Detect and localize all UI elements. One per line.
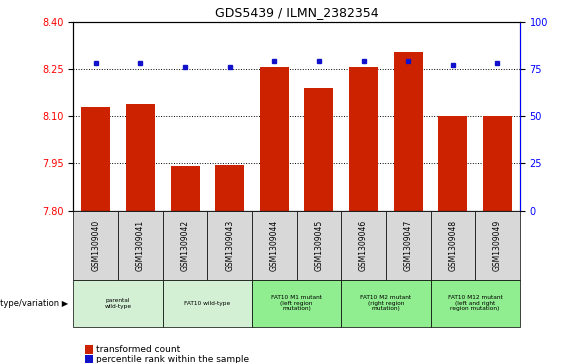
Text: GSM1309048: GSM1309048 (449, 220, 457, 270)
Text: percentile rank within the sample: percentile rank within the sample (96, 355, 249, 363)
Text: FAT10 wild-type: FAT10 wild-type (184, 301, 231, 306)
Bar (171, 167, 199, 211)
Bar (81, 107, 110, 211)
Text: genotype/variation ▶: genotype/variation ▶ (0, 299, 68, 307)
Bar (438, 116, 467, 211)
Text: FAT10 M2 mutant
(right region
mutation): FAT10 M2 mutant (right region mutation) (360, 295, 411, 311)
Text: FAT10 M1 mutant
(left region
mutation): FAT10 M1 mutant (left region mutation) (271, 295, 322, 311)
Text: GSM1309040: GSM1309040 (92, 219, 100, 271)
Bar (305, 88, 333, 211)
Text: GSM1309041: GSM1309041 (136, 220, 145, 270)
Bar (260, 68, 289, 211)
Text: GSM1309045: GSM1309045 (315, 219, 323, 271)
Bar (394, 52, 423, 211)
Bar (215, 165, 244, 211)
Title: GDS5439 / ILMN_2382354: GDS5439 / ILMN_2382354 (215, 6, 379, 19)
Bar (126, 103, 155, 211)
Text: FAT10 M12 mutant
(left and right
region mutation): FAT10 M12 mutant (left and right region … (448, 295, 502, 311)
Bar (483, 116, 512, 211)
Text: GSM1309044: GSM1309044 (270, 219, 279, 271)
Text: GSM1309042: GSM1309042 (181, 220, 189, 270)
Text: parental
wild-type: parental wild-type (105, 298, 132, 309)
Text: GSM1309043: GSM1309043 (225, 219, 234, 271)
Text: GSM1309046: GSM1309046 (359, 219, 368, 271)
Bar (349, 68, 378, 211)
Text: GSM1309049: GSM1309049 (493, 219, 502, 271)
Text: transformed count: transformed count (96, 345, 180, 354)
Text: GSM1309047: GSM1309047 (404, 219, 412, 271)
